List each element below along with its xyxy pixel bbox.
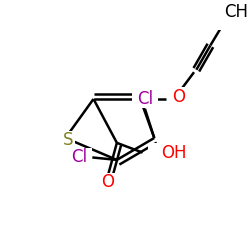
Text: O: O [172, 88, 185, 106]
Text: Cl: Cl [137, 90, 153, 108]
Bar [148, 144, 174, 162]
Text: Cl: Cl [72, 148, 88, 166]
Bar [66, 148, 92, 167]
Bar [60, 131, 76, 150]
Bar [132, 90, 158, 108]
Bar [212, 12, 237, 30]
Text: OH: OH [161, 144, 187, 162]
Bar [100, 173, 115, 191]
Text: S: S [62, 132, 73, 150]
Bar [171, 88, 186, 106]
Text: O: O [101, 173, 114, 191]
Text: CH: CH [224, 3, 248, 21]
